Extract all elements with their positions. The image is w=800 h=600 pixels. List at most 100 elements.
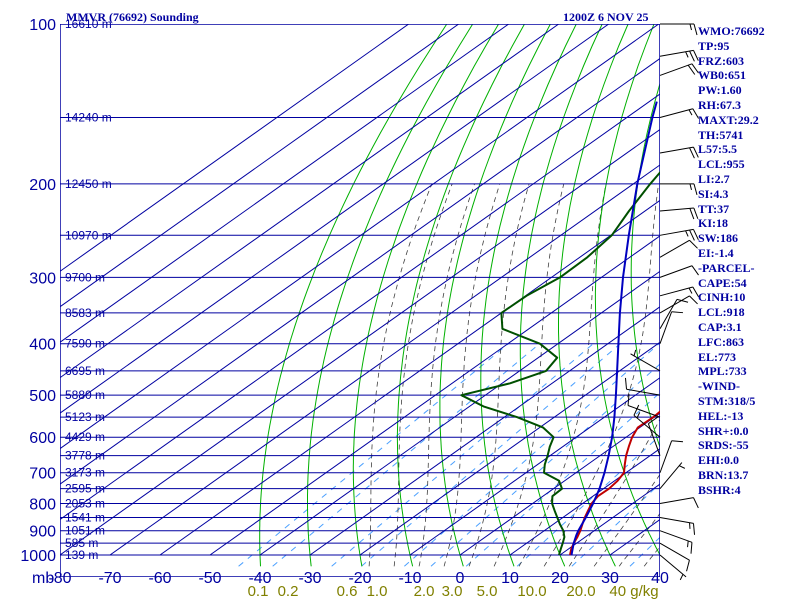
height-label: 8583 m <box>65 306 105 320</box>
wind-barb-staff <box>659 497 694 505</box>
height-label: 3778 m <box>65 449 105 463</box>
wind-barb <box>659 530 693 554</box>
wind-barb-staff <box>633 414 661 438</box>
temperature-tick-label: -30 <box>298 570 321 587</box>
wind-barb-feather <box>689 229 695 241</box>
wind-barb-feather <box>690 542 693 554</box>
temperature-tick-label: 30 <box>601 570 619 587</box>
isotherm-line <box>259 270 660 556</box>
wind-barb-half-feather <box>685 51 689 58</box>
height-label: 14240 m <box>65 111 112 125</box>
height-label: 2053 m <box>65 497 105 511</box>
isotherm-line <box>109 164 660 556</box>
dry-adiabat-line <box>396 24 525 567</box>
wind-barb-feather <box>624 377 628 390</box>
index-entry: WMO:76692 <box>698 24 765 38</box>
isotherm-line <box>209 235 660 556</box>
wind-barb-feather <box>693 497 699 509</box>
temperature-tick-label: -50 <box>198 570 221 587</box>
wind-barb-half-feather <box>679 465 686 469</box>
index-entry: MAXT:29.2 <box>698 112 759 127</box>
wind-barb-feather <box>693 50 699 61</box>
wind-barb-staff <box>659 311 673 344</box>
wind-barb-staff <box>659 286 693 297</box>
wind-barb-half-feather <box>685 230 689 237</box>
wind-barb <box>659 554 687 581</box>
wind-barb-staff <box>659 146 694 154</box>
pressure-tick-label: 900 <box>29 524 56 541</box>
wind-barb-feather <box>689 208 695 220</box>
temperature-tick-label: -20 <box>348 570 371 587</box>
temperature-tick-label: 20 <box>551 570 569 587</box>
temperature-tick-label: -40 <box>248 570 271 587</box>
wind-barb <box>659 108 700 119</box>
mixing-ratio-label: 0.6 <box>337 583 358 600</box>
height-label: 139 m <box>65 548 98 562</box>
wind-barb-feather <box>648 416 658 425</box>
wind-barb-feather <box>693 183 698 195</box>
index-entry: EHI:0.0 <box>698 453 740 468</box>
mixing-ratio-line <box>404 343 660 567</box>
isotherm-line <box>60 93 660 521</box>
moist-adiabat-line <box>443 183 501 567</box>
index-entry: EL:773 <box>698 349 737 364</box>
index-entry: FRZ:603 <box>698 53 744 68</box>
parcel-trace <box>570 101 658 556</box>
mixing-ratio-label: 40 g/kg <box>609 583 658 600</box>
index-entry: CINH:10 <box>698 290 746 305</box>
wind-barb <box>633 404 661 438</box>
pressure-tick-label: 500 <box>29 388 56 405</box>
isotherm-line <box>60 24 409 272</box>
wind-barb-feather <box>671 311 684 314</box>
wind-barb <box>659 286 700 298</box>
height-label: 1541 m <box>65 511 105 525</box>
wind-barb-staff <box>659 108 693 118</box>
pressure-tick-label: 100 <box>29 17 56 34</box>
moist-adiabat-line <box>493 183 565 567</box>
moist-adiabat-line <box>368 183 433 567</box>
isotherm-line <box>60 128 660 556</box>
pressure-tick-label: 800 <box>29 497 56 514</box>
wind-barb-half-feather <box>688 287 693 294</box>
wind-barb <box>659 146 699 159</box>
mixing-ratio-label: 20.0 <box>566 583 595 600</box>
isotherm-line <box>359 341 660 556</box>
mixing-ratio-line <box>331 343 594 567</box>
wind-barb <box>660 23 698 36</box>
wind-barb <box>659 462 686 489</box>
pressure-tick-label: 600 <box>29 430 56 447</box>
mixing-ratio-label: 10.0 <box>517 583 546 600</box>
index-entry: SW:186 <box>698 231 739 246</box>
pressure-axis-labels: 100 200 300 400 500 600 700 800 900 1000 <box>20 17 56 565</box>
index-entry: TH:5741 <box>698 127 744 142</box>
wind-barb-staff <box>659 228 694 236</box>
dry-adiabat-line <box>519 24 603 567</box>
index-entry: SRDS:-55 <box>698 438 749 453</box>
wind-barb <box>659 228 699 241</box>
height-label: 7590 m <box>65 337 105 351</box>
wind-barb <box>659 63 699 76</box>
index-entry: MPL:733 <box>698 364 747 379</box>
isotherm-line <box>509 448 660 556</box>
height-label: 12450 m <box>65 177 112 191</box>
index-entry: BRN:13.7 <box>698 467 749 482</box>
height-label: 3173 m <box>65 466 105 480</box>
isotherm-line <box>60 24 509 343</box>
height-label: 16610 m <box>65 17 112 31</box>
temperature-tick-label: 0 <box>456 570 465 587</box>
wind-barb-feather <box>691 63 699 74</box>
height-label: 4429 m <box>65 430 105 444</box>
index-entry: STM:318/5 <box>698 393 756 408</box>
wind-barb-staff <box>659 440 673 473</box>
wind-barb-staff <box>659 554 687 578</box>
height-label: 5123 m <box>65 410 105 424</box>
pressure-tick-label: 200 <box>29 177 56 194</box>
height-labels: 16610 m 14240 m 12450 m 10970 m 9700 m 8583 m… <box>65 17 112 562</box>
wind-barb-feather <box>627 394 630 406</box>
isotherm-line <box>159 199 660 556</box>
moist-adiabat-line <box>468 183 530 567</box>
mixing-ratio-labels: 0.1 0.2 0.6 1.0 2.0 3.0 5.0 10.0 20.0 40 g/kg <box>248 583 659 600</box>
wind-barb-feather <box>693 207 699 219</box>
index-entry: PW:1.60 <box>698 83 742 98</box>
